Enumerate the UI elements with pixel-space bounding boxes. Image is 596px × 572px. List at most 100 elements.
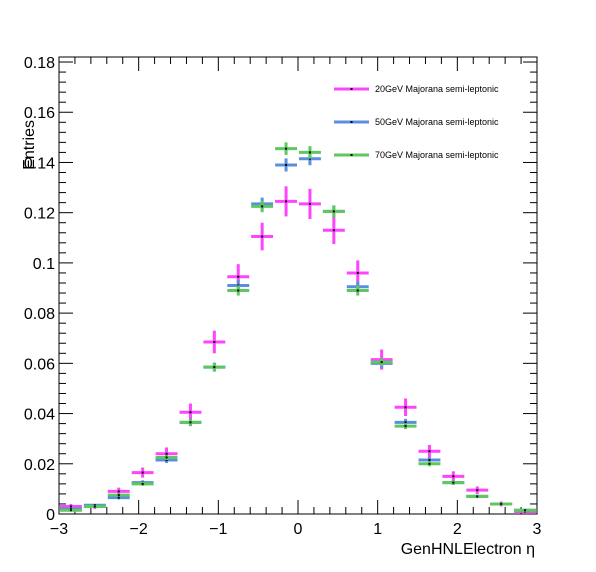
y-axis-title: Entries <box>21 120 38 170</box>
marker <box>237 289 240 292</box>
series-2 <box>60 152 536 512</box>
marker <box>452 475 455 478</box>
marker <box>189 421 192 424</box>
marker <box>93 505 96 508</box>
data-point <box>83 504 106 508</box>
data-point <box>155 454 178 461</box>
data-point <box>346 260 369 286</box>
legend: 20GeV Majorana semi-leptonic 50GeV Majora… <box>334 84 499 160</box>
marker <box>404 406 407 409</box>
x-tick-label: −1 <box>209 521 227 538</box>
marker <box>308 157 311 160</box>
data-point <box>299 146 321 159</box>
marker <box>285 200 288 203</box>
data-point <box>418 444 441 458</box>
x-tick-label: 1 <box>373 521 382 538</box>
marker <box>428 462 431 465</box>
marker <box>261 235 264 238</box>
y-tick-label: 0.02 <box>24 457 55 474</box>
legend-item: 20GeV Majorana semi-leptonic <box>334 84 499 94</box>
marker <box>428 459 431 462</box>
x-tick-label: 2 <box>453 521 462 538</box>
marker <box>308 202 311 205</box>
y-tick-label: 0.06 <box>24 356 55 373</box>
marker <box>117 490 120 493</box>
data-point <box>346 285 369 296</box>
series-layer <box>60 142 536 513</box>
data-point <box>322 205 345 218</box>
y-tick-label: 0.14 <box>24 155 55 172</box>
marker <box>117 496 120 499</box>
x-ticks: −3 −2 −1 0 1 2 3 <box>50 521 542 538</box>
marker <box>237 275 240 278</box>
y-tick-label: 0.1 <box>33 256 55 273</box>
data-point <box>251 222 274 251</box>
data-point <box>442 480 465 485</box>
x-axis-title: GenHNLElectron η <box>401 541 535 558</box>
marker <box>380 361 383 364</box>
marker <box>332 229 335 232</box>
data-point <box>490 502 513 506</box>
marker <box>261 205 264 208</box>
data-point <box>251 200 274 213</box>
y-tick-label: 0.18 <box>24 55 55 72</box>
data-point <box>203 363 226 372</box>
y-ticks: 0 0.02 0.04 0.06 0.08 0.1 0.12 0.14 0.16 0.18 <box>24 55 55 524</box>
data-point <box>418 461 441 467</box>
series-3 <box>60 142 536 512</box>
data-point <box>107 493 130 497</box>
marker <box>141 482 144 485</box>
marker <box>404 425 407 428</box>
legend-marker <box>350 121 353 123</box>
legend-label: 70GeV Majorana semi-leptonic <box>375 150 499 160</box>
data-point <box>442 471 465 482</box>
data-point <box>179 419 202 426</box>
marker <box>69 509 72 512</box>
data-point <box>275 142 297 155</box>
legend-item: 70GeV Majorana semi-leptonic <box>334 150 499 160</box>
data-point <box>275 186 297 217</box>
y-tick-label: 0 <box>46 507 55 524</box>
marker <box>332 210 335 213</box>
legend-marker <box>350 154 353 156</box>
data-point <box>322 216 345 245</box>
y-tick-label: 0.04 <box>24 407 55 424</box>
marker <box>69 505 72 508</box>
data-point <box>466 494 489 498</box>
marker <box>213 366 216 369</box>
data-point <box>131 481 154 486</box>
marker <box>213 340 216 343</box>
legend-label: 50GeV Majorana semi-leptonic <box>375 117 499 127</box>
y-tick-label: 0.08 <box>24 306 55 323</box>
marker <box>452 481 455 484</box>
marker <box>165 452 168 455</box>
legend-item: 50GeV Majorana semi-leptonic <box>334 117 499 127</box>
minor-ticks <box>58 57 538 515</box>
marker <box>428 450 431 453</box>
data-point <box>394 423 417 430</box>
x-tick-label: 0 <box>294 521 303 538</box>
legend-marker <box>350 88 353 90</box>
marker <box>117 494 120 497</box>
data-point <box>394 398 417 417</box>
marker <box>189 411 192 414</box>
x-tick-label: −2 <box>130 521 148 538</box>
series-1 <box>60 186 536 513</box>
data-point <box>179 403 202 422</box>
marker <box>141 471 144 474</box>
x-tick-label: 3 <box>533 521 542 538</box>
marker <box>500 502 503 505</box>
data-point <box>299 188 321 219</box>
marker <box>356 289 359 292</box>
y-tick-label: 0.16 <box>24 105 55 122</box>
data-point <box>227 285 250 296</box>
marker <box>524 509 527 512</box>
data-point <box>203 330 226 354</box>
marker <box>404 421 407 424</box>
marker <box>285 147 288 150</box>
data-point <box>275 158 297 172</box>
legend-label: 20GeV Majorana semi-leptonic <box>375 84 499 94</box>
data-point <box>370 358 393 367</box>
data-point <box>60 508 82 512</box>
